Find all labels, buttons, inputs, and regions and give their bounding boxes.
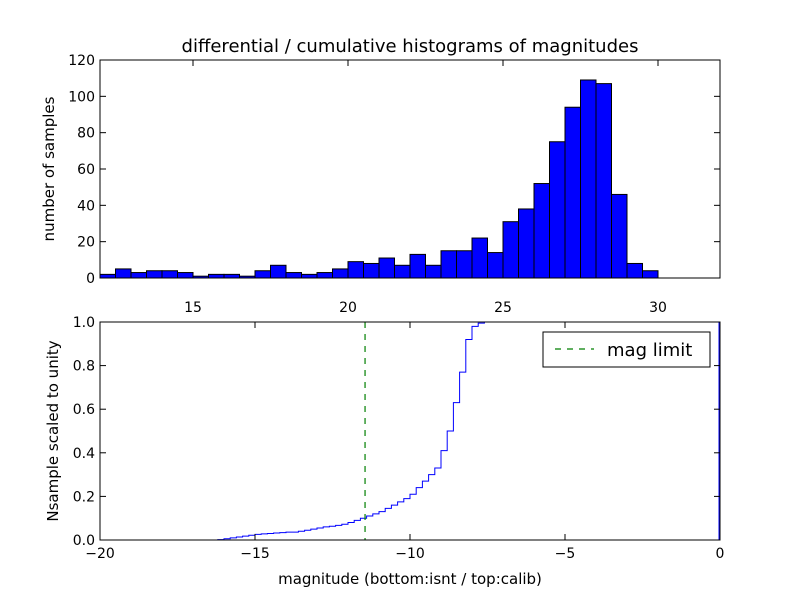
histogram-bar — [254, 270, 271, 279]
top-y-tick-label: 20 — [77, 235, 95, 251]
bottom-y-tick-label: 0.6 — [73, 402, 95, 418]
top-y-tick-label: 80 — [77, 126, 95, 142]
bottom-x-tick-label: −10 — [395, 546, 425, 562]
bottom-y-axis-label: Nsample scaled to unity — [44, 340, 62, 521]
chart-title: differential / cumulative histograms of … — [182, 36, 639, 57]
histogram-bar — [549, 141, 566, 279]
histogram-bar — [99, 273, 116, 279]
histogram-bar — [580, 79, 597, 279]
top-y-tick-label: 40 — [77, 198, 95, 214]
top-x-tick-label: 30 — [649, 300, 667, 316]
top-y-axis-label: number of samples — [40, 96, 58, 241]
histogram-bar — [564, 106, 581, 279]
legend-entry-mag-limit: mag limit — [607, 340, 692, 361]
histogram-bar — [332, 268, 349, 279]
bottom-y-tick-label: 0.4 — [73, 446, 95, 462]
histogram-bar — [316, 272, 333, 279]
histogram-bar — [270, 264, 287, 279]
histogram-bar — [161, 270, 178, 279]
top-x-tick-label: 15 — [184, 300, 202, 316]
bottom-cumulative-panel: −20 −15 −10 −5 0 0.0 0.2 0.4 0.6 0.8 1.0 magnitude… — [44, 315, 724, 588]
histogram-bar — [518, 208, 535, 279]
bottom-y-tick-label: 0.0 — [73, 533, 95, 549]
histogram-bar — [533, 183, 550, 279]
histogram-bar — [595, 83, 612, 279]
histogram-bar — [425, 264, 442, 279]
histogram-bar — [626, 262, 643, 279]
histogram-bar — [363, 262, 380, 279]
histogram-bar — [471, 237, 488, 279]
bottom-x-tick-label: −15 — [240, 546, 270, 562]
top-x-tick-label: 25 — [494, 300, 512, 316]
top-y-tick-label: 120 — [68, 53, 95, 69]
histogram-bar — [347, 261, 364, 279]
histogram-bar — [208, 273, 225, 279]
bottom-ticks: −20 −15 −10 −5 0 0.0 0.2 0.4 0.6 0.8 1.0 — [73, 315, 725, 562]
bottom-x-tick-label: −20 — [85, 546, 115, 562]
histogram-bar — [502, 221, 519, 279]
bottom-x-tick-label: −5 — [555, 546, 576, 562]
bottom-y-tick-label: 0.2 — [73, 489, 95, 505]
top-x-tick-label: 20 — [339, 300, 357, 316]
histogram-bar — [115, 268, 132, 279]
bottom-x-tick-label: 0 — [716, 546, 725, 562]
histogram-bar — [409, 253, 426, 279]
top-y-tick-label: 100 — [68, 89, 95, 105]
top-y-tick-label: 0 — [86, 271, 95, 287]
top-ticks: 15 20 25 30 0 20 40 60 80 100 120 — [68, 53, 720, 316]
legend: mag limit — [542, 331, 711, 368]
top-histogram-panel: differential / cumulative histograms of … — [40, 36, 721, 316]
histogram-bar — [440, 250, 457, 279]
bottom-x-axis-label: magnitude (bottom:isnt / top:calib) — [278, 570, 542, 588]
bottom-y-tick-label: 1.0 — [73, 315, 95, 331]
bottom-y-tick-label: 0.8 — [73, 359, 95, 375]
histogram-bar — [223, 273, 240, 279]
histogram-bar — [642, 270, 659, 279]
histogram-bar — [378, 257, 395, 279]
histogram-bar — [611, 193, 628, 279]
histogram-bar — [301, 273, 318, 279]
histogram-bar — [285, 272, 302, 279]
histogram-bar — [456, 250, 473, 279]
histogram-bar — [394, 264, 411, 279]
histogram-bar — [177, 272, 194, 279]
histogram-bar — [130, 272, 147, 279]
histogram-bars — [99, 79, 659, 279]
histogram-bar — [146, 270, 163, 279]
histogram-bar — [487, 252, 504, 279]
top-y-tick-label: 60 — [77, 162, 95, 178]
